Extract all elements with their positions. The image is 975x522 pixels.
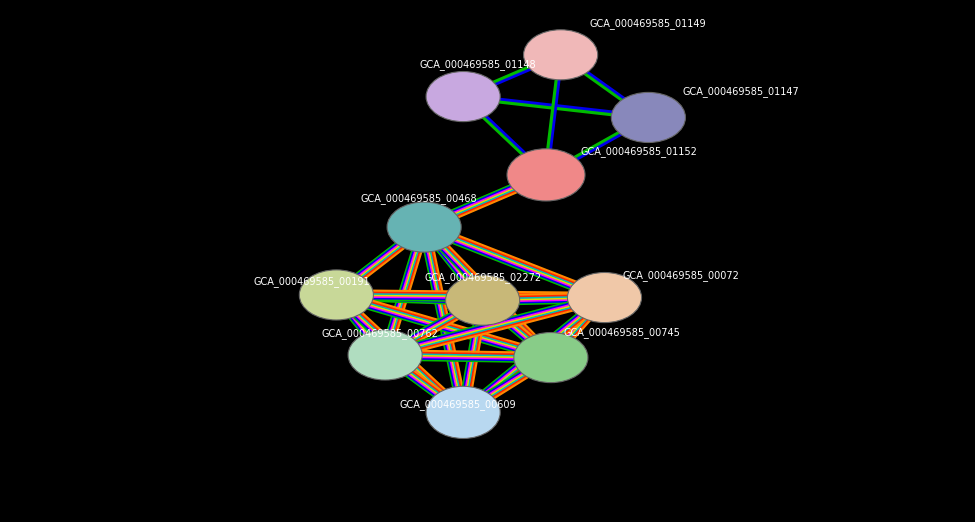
Text: GCA_000469585_00072: GCA_000469585_00072 [622,270,739,281]
Ellipse shape [446,275,520,325]
Ellipse shape [611,92,685,143]
Ellipse shape [387,202,461,252]
Ellipse shape [426,72,500,122]
Ellipse shape [426,386,500,438]
Text: GCA_000469585_01149: GCA_000469585_01149 [590,18,707,29]
Text: GCA_000469585_00468: GCA_000469585_00468 [361,193,478,204]
Ellipse shape [299,270,373,320]
Ellipse shape [507,149,585,201]
Text: GCA_000469585_01148: GCA_000469585_01148 [419,60,536,70]
Text: GCA_000469585_00745: GCA_000469585_00745 [564,327,681,338]
Text: GCA_000469585_00609: GCA_000469585_00609 [400,399,517,410]
Text: GCA_000469585_01152: GCA_000469585_01152 [580,146,697,157]
Ellipse shape [348,330,422,380]
Ellipse shape [514,333,588,383]
Text: GCA_000469585_00762: GCA_000469585_00762 [322,328,439,339]
Text: GCA_000469585_01147: GCA_000469585_01147 [682,86,800,97]
Text: GCA_000469585_02272: GCA_000469585_02272 [424,272,541,283]
Ellipse shape [524,30,598,80]
Ellipse shape [567,272,642,323]
Text: GCA_000469585_00191: GCA_000469585_00191 [254,276,370,287]
